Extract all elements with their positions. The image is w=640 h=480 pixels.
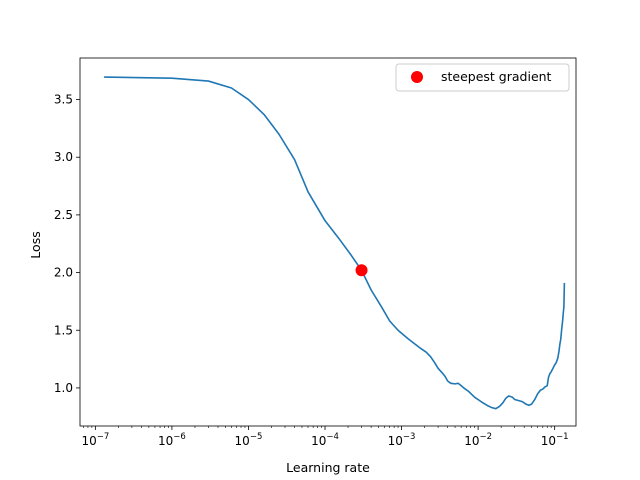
x-tick-label: 10−3 — [388, 432, 416, 448]
axes-frame — [79, 57, 577, 427]
x-tick-label: 10−4 — [311, 432, 339, 448]
y-tick-label: 2.0 — [54, 266, 73, 280]
y-tick-label: 2.5 — [54, 208, 73, 222]
legend-box — [395, 63, 570, 92]
axes-ticks: 10−7 10−6 10−5 10−4 10−3 10−2 10−1 1.0 1.5 2.0 2.5… — [54, 93, 569, 448]
y-tick-label: 1.0 — [54, 381, 73, 395]
y-axis-label: Loss — [28, 231, 43, 258]
plot-area — [79, 57, 577, 427]
x-tick-label: 10−5 — [235, 432, 263, 448]
steepest-gradient-point — [355, 264, 368, 277]
loss-curve-line — [104, 76, 566, 410]
x-axis-label: Learning rate — [286, 460, 370, 475]
x-tick-label: 10−1 — [541, 432, 569, 448]
legend: steepest gradient — [395, 63, 570, 92]
y-tick-label: 1.5 — [54, 323, 73, 337]
legend-marker — [411, 71, 423, 83]
x-tick-label: 10−7 — [81, 432, 109, 448]
x-tick-label: 10−2 — [464, 432, 492, 448]
y-tick-label: 3.0 — [54, 150, 73, 164]
legend-label: steepest gradient — [441, 69, 552, 84]
x-tick-label: 10−6 — [158, 432, 186, 448]
y-tick-label: 3.5 — [54, 93, 73, 107]
